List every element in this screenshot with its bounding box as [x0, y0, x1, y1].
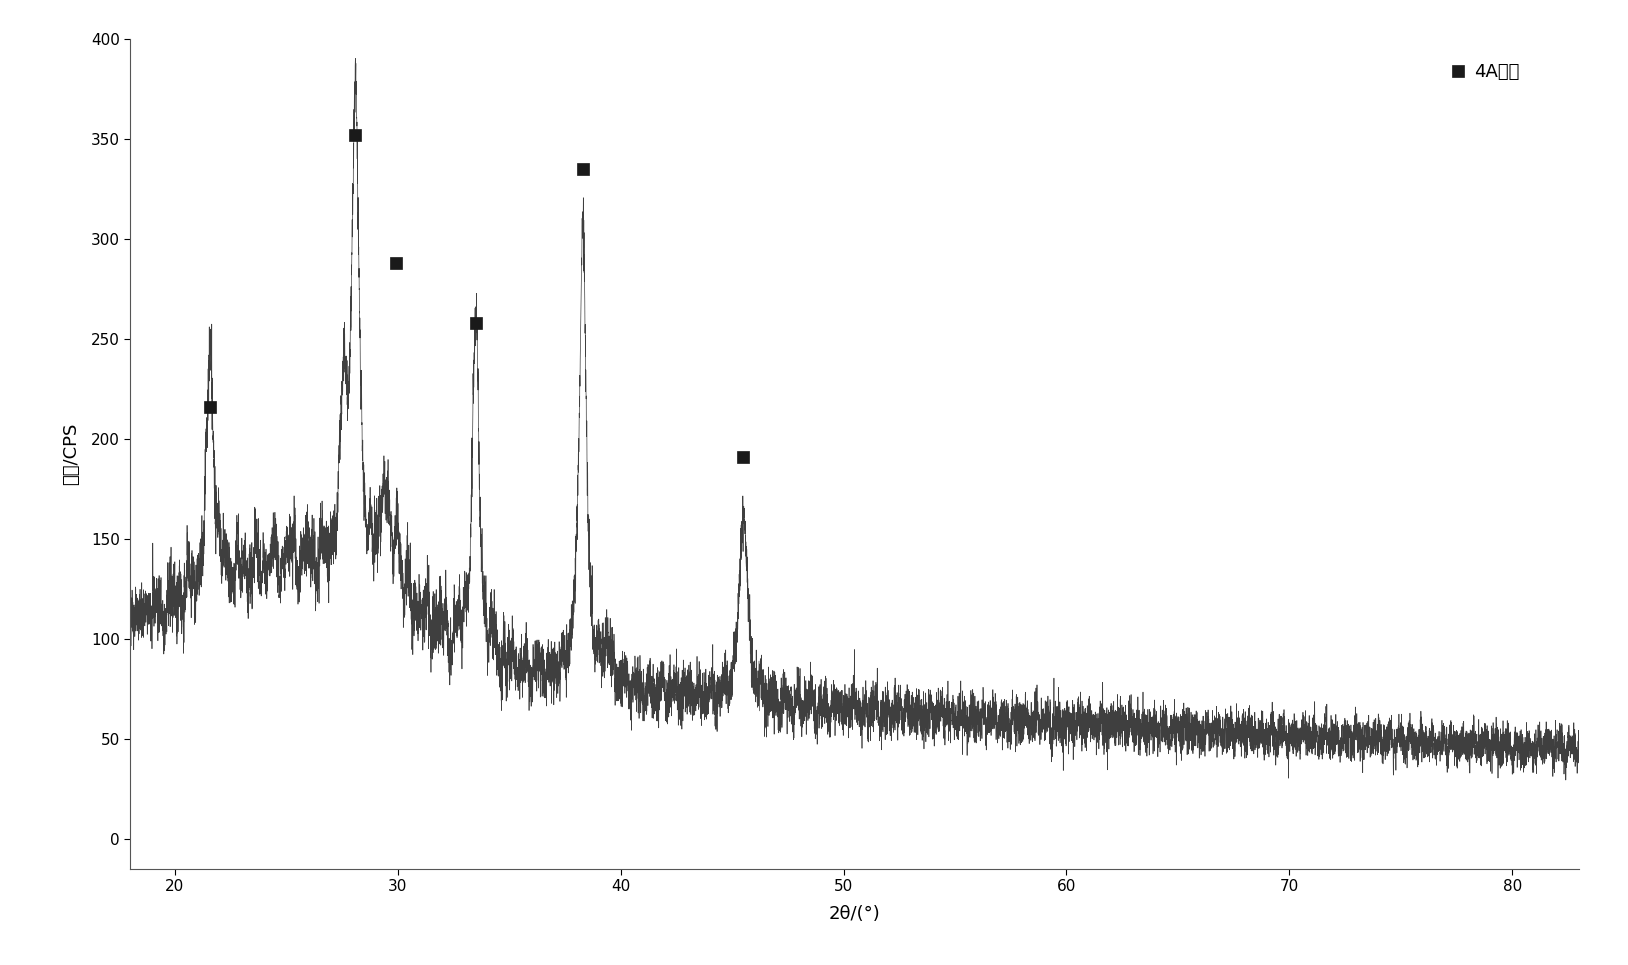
- Legend: 4A沨石: 4A沨石: [1444, 56, 1527, 89]
- Y-axis label: 强度/CPS: 强度/CPS: [62, 423, 80, 484]
- X-axis label: 2θ/(°): 2θ/(°): [829, 905, 881, 924]
